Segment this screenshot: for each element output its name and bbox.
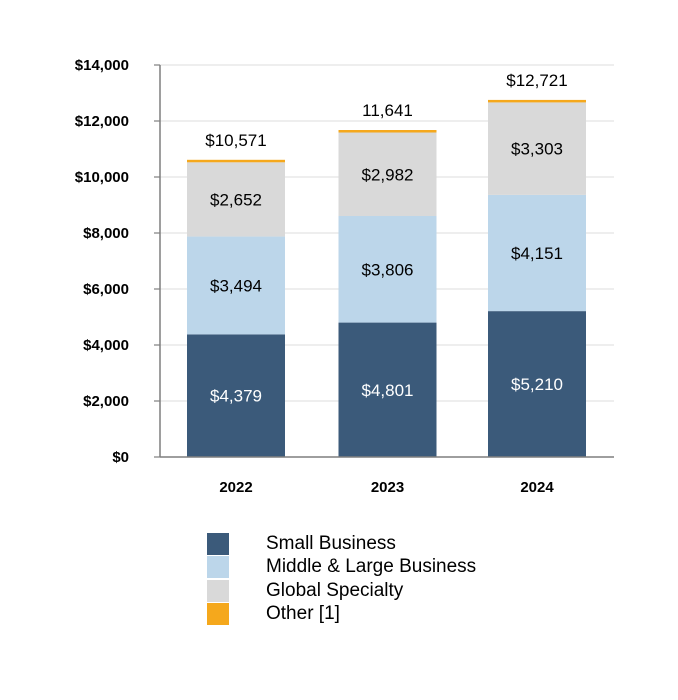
y-tick-label: $8,000 xyxy=(83,225,129,242)
bar-segment xyxy=(338,132,437,217)
legend-label: Global Specialty xyxy=(266,579,404,601)
bar-segment xyxy=(488,194,586,312)
legend-swatch xyxy=(207,556,229,579)
x-tick-label: 2022 xyxy=(219,479,252,496)
total-label: $10,571 xyxy=(205,131,266,150)
data-label: $4,801 xyxy=(362,381,414,400)
total-label: $12,721 xyxy=(506,71,567,90)
y-tick-label: $10,000 xyxy=(75,169,129,186)
x-tick-label: 2023 xyxy=(371,479,404,496)
y-tick-label: $2,000 xyxy=(83,393,129,410)
bars xyxy=(187,99,586,457)
data-label: $4,151 xyxy=(511,244,563,263)
bar-segment xyxy=(488,102,586,195)
bar-segment xyxy=(187,162,285,237)
data-label: $3,494 xyxy=(210,276,262,295)
data-label: $2,652 xyxy=(210,190,262,209)
bar-segment xyxy=(338,216,437,323)
total-label: 11,641 xyxy=(362,101,413,120)
data-label: $3,303 xyxy=(511,140,563,159)
legend: Small Business Middle & Large Business G… xyxy=(207,532,476,626)
y-tick-label: $6,000 xyxy=(83,281,129,298)
stacked-bar-chart: $0 $2,000 $4,000 $6,000 $8,000 $10,000 $12,000… xyxy=(75,57,614,496)
y-tick-label: $14,000 xyxy=(75,57,129,74)
data-label: $2,982 xyxy=(362,165,414,184)
y-tick-label: $4,000 xyxy=(83,337,129,354)
bar-segment xyxy=(488,99,586,103)
data-labels: $4,379 $3,494 $2,652 $4,801 $3,806 $2,982 $5,2… xyxy=(210,140,563,406)
bar-segment xyxy=(187,159,285,163)
data-label: $5,210 xyxy=(511,375,563,394)
data-label: $3,806 xyxy=(362,260,414,279)
x-tick-label: 2024 xyxy=(520,479,554,496)
y-tick-label: $12,000 xyxy=(75,113,129,130)
x-axis-ticks: 2022 2023 2024 xyxy=(219,479,554,496)
y-tick-label: $0 xyxy=(112,449,129,466)
legend-label: Other [1] xyxy=(266,603,340,625)
legend-label: Middle & Large Business xyxy=(266,556,477,578)
legend-item-global-specialty: Global Specialty xyxy=(207,579,476,603)
bar-segment xyxy=(187,334,285,457)
legend-label: Small Business xyxy=(266,532,396,554)
legend-item-other: Other [1] xyxy=(207,603,476,627)
bar-segment xyxy=(338,130,437,133)
total-labels: $10,571 11,641 $12,721 xyxy=(205,71,567,150)
bar-segment xyxy=(338,322,437,457)
legend-item-middle-large-business: Middle & Large Business xyxy=(207,556,476,580)
legend-item-small-business: Small Business xyxy=(207,532,476,556)
bar-segment xyxy=(488,311,586,457)
legend-swatch xyxy=(207,579,229,602)
y-axis-ticks: $0 $2,000 $4,000 $6,000 $8,000 $10,000 $12,000… xyxy=(75,57,160,466)
bar-segment xyxy=(187,236,285,335)
data-label: $4,379 xyxy=(210,387,262,406)
legend-swatch xyxy=(207,603,229,626)
legend-swatch xyxy=(207,532,229,555)
